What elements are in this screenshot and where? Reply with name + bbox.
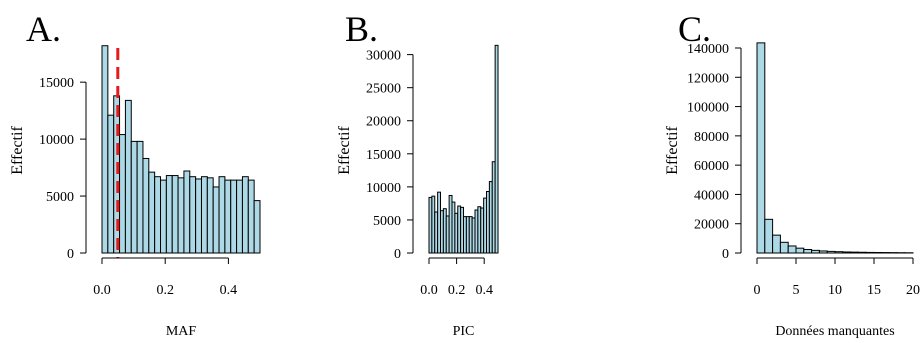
histogram-bar	[811, 249, 820, 254]
histogram-bar	[764, 218, 774, 254]
histogram-bar	[177, 177, 185, 254]
histogram-bar	[494, 44, 499, 254]
histogram-bar	[124, 99, 132, 254]
y-tick-label: 25000	[366, 82, 401, 97]
histogram-bar	[842, 251, 852, 254]
x-tick-label: 0.2	[448, 283, 466, 298]
histogram-bar	[160, 179, 167, 254]
histogram-bar	[230, 179, 238, 254]
histogram-bar	[130, 140, 138, 254]
y-tick-label: 10000	[366, 181, 401, 196]
x-tick-label: 10	[828, 283, 842, 298]
histogram-bar	[224, 179, 232, 254]
y-tick-label: 100000	[687, 101, 729, 116]
histogram-bar	[241, 176, 249, 254]
y-tick-label: 10000	[39, 133, 74, 148]
x-tick-label: 0.0	[93, 283, 111, 298]
y-tick-label: 40000	[694, 188, 729, 203]
histogram-bar	[779, 241, 789, 254]
histogram-bar	[200, 176, 208, 254]
x-axis-title: PIC	[453, 324, 475, 339]
histogram-bar	[236, 179, 243, 254]
histogram-bar	[142, 157, 150, 254]
x-tick-label: 5	[793, 283, 800, 298]
histogram-bar	[165, 175, 173, 254]
histogram-bar	[795, 247, 805, 254]
histogram-bar	[148, 171, 156, 254]
y-tick-label: 0	[394, 247, 401, 262]
chart-panel-3: 0 5 10 15 20 0 20000 40000 60000 80000 100000 12000…	[664, 9, 920, 339]
x-tick-label: 0.4	[475, 283, 493, 298]
histogram-bar	[136, 140, 144, 254]
histogram-bar	[189, 176, 197, 254]
histogram-bar	[253, 200, 261, 254]
x-tick-label: 20	[906, 283, 920, 298]
histogram-bar	[195, 178, 202, 254]
x-axis-title: Données manquantes	[775, 324, 894, 339]
x-tick-label: 0	[754, 283, 761, 298]
histogram-bar	[772, 234, 781, 254]
y-tick-label: 30000	[366, 49, 401, 64]
y-tick-label: 20000	[366, 115, 401, 130]
panel-letter: B.	[345, 9, 378, 49]
y-axis-title: Effectif	[336, 126, 353, 175]
histogram-bar	[803, 248, 813, 254]
histogram-bar	[183, 170, 191, 254]
y-axis-title: Effectif	[9, 126, 26, 175]
chart-panel-1: 0.0 0.2 0.4 0 5000 10000 15000 MAF Effectif A.	[9, 9, 261, 339]
histogram-bar	[865, 251, 875, 254]
histogram-bar	[756, 42, 766, 254]
y-tick-label: 15000	[366, 148, 401, 163]
x-tick-label: 0.4	[220, 283, 238, 298]
x-tick-label: 15	[867, 283, 881, 298]
y-tick-label: 80000	[694, 130, 729, 145]
y-tick-label: 0	[67, 247, 74, 262]
y-tick-label: 5000	[373, 214, 401, 229]
x-tick-label: 0.0	[420, 283, 438, 298]
panel-letter: A.	[26, 9, 61, 49]
histogram-bar	[826, 250, 836, 254]
x-axis-title: MAF	[166, 324, 197, 339]
histogram-bar	[850, 251, 859, 254]
histogram-bar	[101, 45, 109, 254]
histogram-bar	[218, 176, 226, 254]
histogram-bar	[154, 176, 162, 254]
histogram-bar	[247, 179, 255, 254]
panel-letter: C.	[678, 9, 711, 49]
y-tick-label: 5000	[46, 190, 74, 205]
histogram-bar	[873, 251, 883, 254]
histogram-bar	[857, 251, 867, 254]
y-tick-label: 140000	[687, 42, 729, 57]
y-tick-label: 120000	[687, 71, 729, 86]
histogram-bar	[206, 177, 214, 254]
x-tick-label: 0.2	[156, 283, 174, 298]
histogram-bar	[818, 250, 828, 254]
histogram-bar	[834, 251, 844, 254]
histogram-bar	[212, 186, 220, 254]
y-tick-label: 20000	[694, 218, 729, 233]
y-tick-label: 15000	[39, 76, 74, 91]
histogram-bar	[787, 245, 797, 254]
histogram-bar	[119, 134, 126, 254]
y-tick-label: 0	[722, 247, 729, 262]
histogram-bar	[171, 175, 179, 254]
chart-panel-2: 0.0 0.2 0.4 0 5000 10000 15000 20000 25000 30000 P…	[336, 9, 499, 339]
histogram-bar	[107, 114, 115, 254]
y-axis-title: Effectif	[664, 126, 681, 175]
y-tick-label: 60000	[694, 159, 729, 174]
